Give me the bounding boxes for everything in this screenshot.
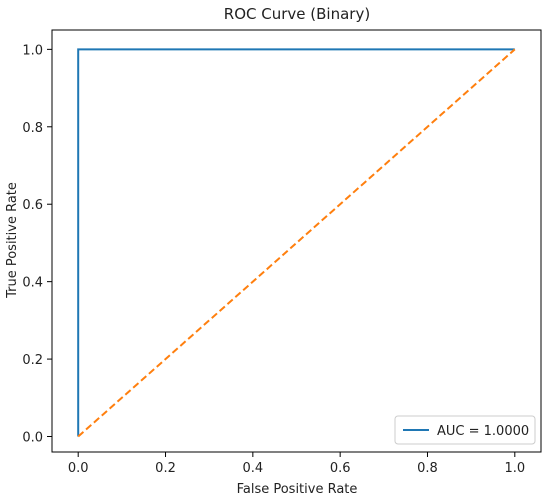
y-tick-label: 1.0 bbox=[22, 43, 43, 58]
axis-ticks: 0.0 0.2 0.4 0.6 0.8 1.0 0.0 0.2 0.4 0.6 0.8 1.0 bbox=[22, 43, 525, 476]
x-axis-label: False Positive Rate bbox=[237, 482, 358, 497]
legend-box bbox=[394, 415, 536, 445]
x-tick-label: 0.4 bbox=[242, 461, 263, 476]
y-tick-label: 0.2 bbox=[22, 353, 43, 368]
y-tick-label: 0.8 bbox=[22, 121, 43, 136]
y-tick-label: 0.6 bbox=[22, 198, 43, 213]
roc-curve-line bbox=[77, 48, 515, 437]
x-tick-label: 1.0 bbox=[504, 461, 525, 476]
chance-diagonal-line bbox=[77, 48, 516, 438]
y-tick-label: 0.4 bbox=[22, 276, 43, 291]
x-tick-label: 0.2 bbox=[155, 461, 176, 476]
y-axis-label: True Positive Rate bbox=[5, 182, 20, 299]
legend-label: AUC = 1.0000 bbox=[437, 424, 529, 439]
plot-frame bbox=[51, 29, 542, 453]
y-tick-label: 0.0 bbox=[22, 431, 43, 446]
chart-title: ROC Curve (Binary) bbox=[224, 5, 370, 23]
x-tick-label: 0.0 bbox=[68, 461, 89, 476]
plot-area bbox=[51, 29, 542, 453]
legend: AUC = 1.0000 bbox=[394, 415, 536, 445]
x-tick-label: 0.6 bbox=[330, 461, 351, 476]
x-tick-label: 0.8 bbox=[417, 461, 438, 476]
